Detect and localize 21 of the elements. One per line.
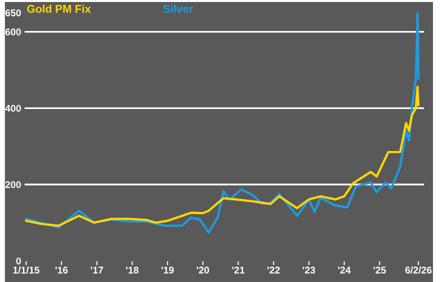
- x-tick-label: '18: [126, 266, 138, 274]
- x-tick-label: '21: [232, 266, 245, 274]
- x-tick-label: '22: [268, 266, 280, 274]
- x-tick-label: '25: [374, 266, 386, 274]
- x-tick-label: '24: [338, 266, 351, 274]
- text: Silver: [163, 4, 193, 13]
- text: Gold PM Fix: [27, 4, 91, 13]
- line-series: [25, 12, 420, 234]
- x-tick-label: '16: [55, 266, 68, 274]
- y-tick-label: 200: [5, 181, 21, 188]
- x-tick-label: '23: [302, 266, 316, 274]
- y-tick-label: 600: [5, 28, 21, 36]
- x-tick-label: '17: [90, 266, 104, 274]
- x-tick-label: '19: [161, 266, 174, 274]
- x-tick-label: 6/2/26: [405, 266, 432, 274]
- y-tick-label: 400: [5, 104, 21, 112]
- line-series: [25, 86, 420, 227]
- y-tick-label: 0: [16, 258, 21, 264]
- x-tick-label: '20: [196, 266, 210, 274]
- y-tick-label: 650: [5, 9, 21, 16]
- x-tick-label: 1/1/15: [13, 266, 40, 274]
